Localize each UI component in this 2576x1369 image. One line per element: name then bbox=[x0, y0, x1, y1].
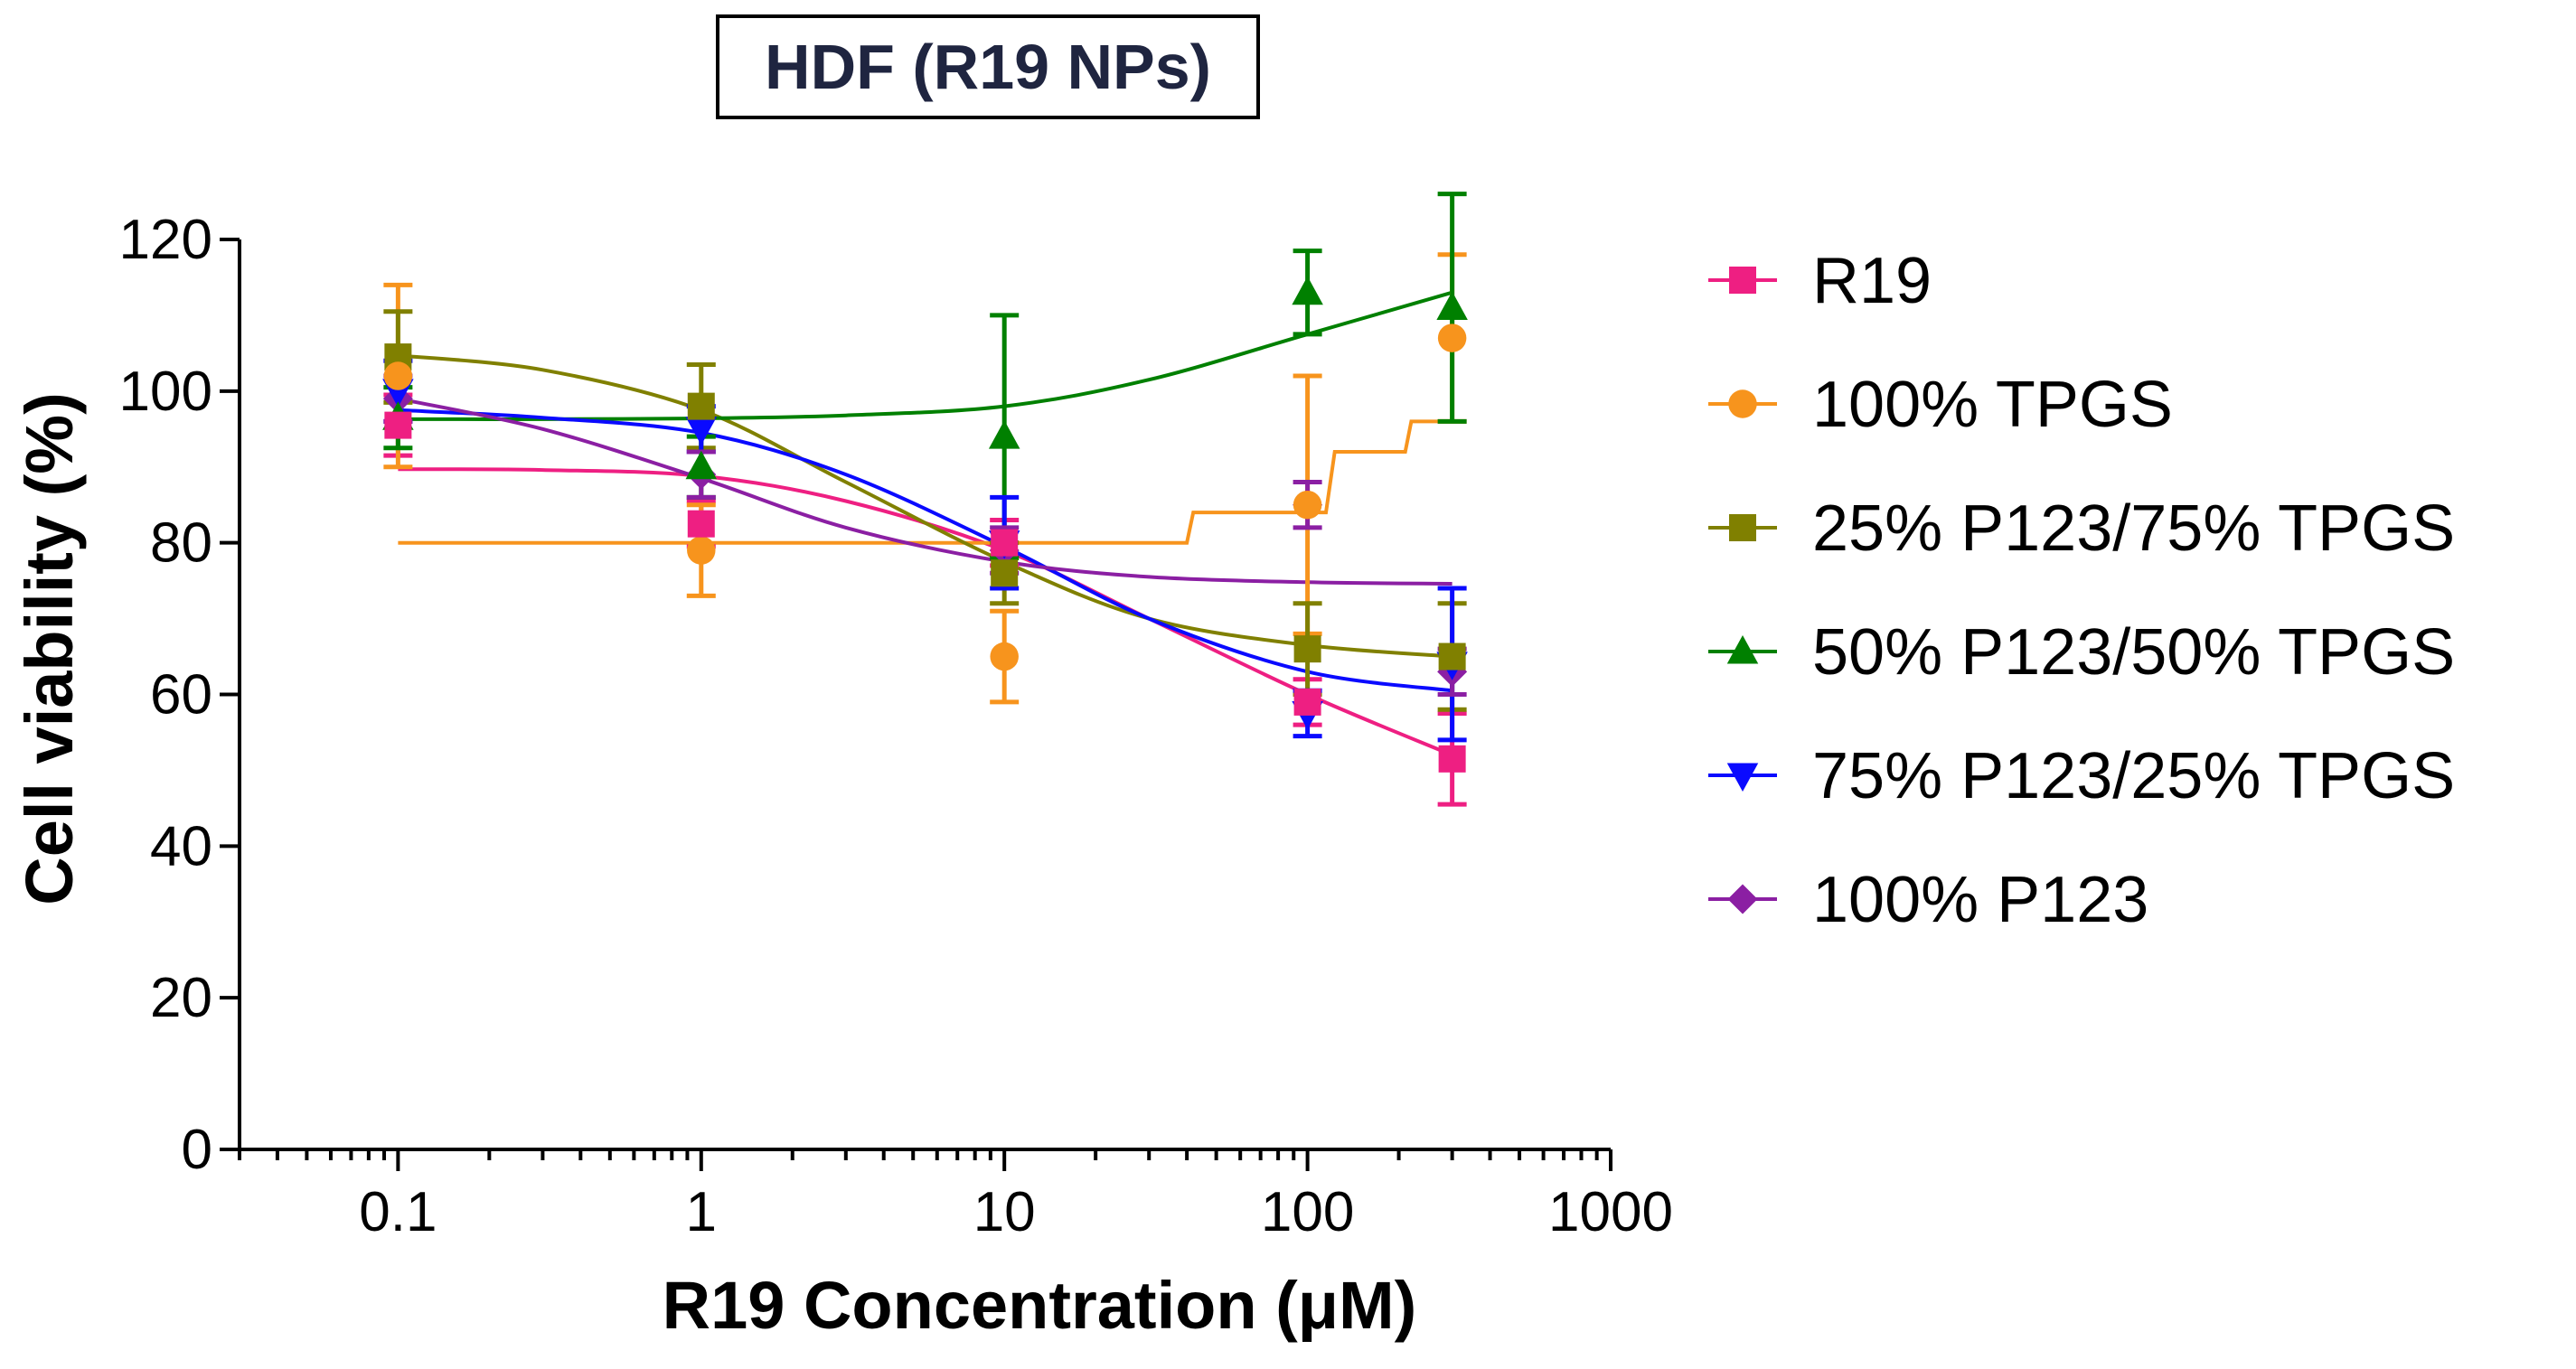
legend-marker bbox=[1727, 884, 1758, 914]
data-point bbox=[990, 642, 1019, 671]
y-tick-label: 60 bbox=[150, 664, 212, 727]
y-axis-title: Cell viability (%) bbox=[12, 392, 87, 905]
fit-curves bbox=[397, 290, 1453, 757]
chart-title-box: HDF (R19 NPs) bbox=[716, 14, 1260, 119]
data-point bbox=[1293, 490, 1322, 520]
data-point bbox=[991, 559, 1019, 587]
data-point bbox=[1437, 323, 1467, 352]
fit-curve bbox=[398, 408, 1453, 693]
y-tick-label: 40 bbox=[150, 815, 212, 877]
y-tick-label: 20 bbox=[150, 967, 212, 1029]
legend-label: 100% TPGS bbox=[1812, 369, 2173, 441]
legend-label: R19 bbox=[1812, 245, 1932, 317]
data-point bbox=[988, 420, 1020, 449]
x-tick-label: 10 bbox=[973, 1181, 1036, 1243]
x-tick-label: 0.1 bbox=[359, 1181, 437, 1243]
data-point bbox=[1438, 642, 1466, 670]
legend-entry: 100% P123 bbox=[1708, 864, 2148, 936]
legend-entry: 75% P123/25% TPGS bbox=[1708, 740, 2455, 812]
data-point bbox=[1293, 635, 1321, 663]
chart-title-frame bbox=[716, 14, 1260, 119]
legend-label: 75% P123/25% TPGS bbox=[1812, 740, 2455, 812]
y-tick-label: 100 bbox=[119, 361, 212, 423]
legend-entry: 50% P123/50% TPGS bbox=[1708, 616, 2455, 689]
data-point bbox=[1293, 688, 1321, 716]
data-point bbox=[687, 536, 716, 565]
y-tick-label: 0 bbox=[182, 1119, 212, 1181]
data-point bbox=[383, 361, 413, 390]
fit-curve bbox=[398, 419, 1453, 545]
fit-curve bbox=[398, 467, 1453, 757]
data-point bbox=[1438, 745, 1466, 773]
legend-marker bbox=[1726, 635, 1759, 664]
legend-marker bbox=[1729, 267, 1756, 294]
x-tick-label: 100 bbox=[1261, 1181, 1354, 1243]
fit-curve bbox=[398, 353, 1453, 659]
data-points bbox=[382, 276, 1468, 773]
data-point bbox=[1436, 291, 1468, 321]
data-point bbox=[685, 417, 718, 445]
fit-curve bbox=[398, 290, 1453, 421]
data-point bbox=[687, 510, 715, 538]
fit-curve bbox=[397, 397, 1453, 586]
x-axis-title: R19 Concentration (μM) bbox=[663, 1268, 1417, 1343]
x-tick-label: 1000 bbox=[1548, 1181, 1673, 1243]
data-point bbox=[687, 392, 715, 420]
chart-title: HDF (R19 NPs) bbox=[765, 32, 1211, 102]
legend-marker bbox=[1728, 389, 1757, 418]
legend-entry: R19 bbox=[1708, 245, 1932, 317]
legend-label: 100% P123 bbox=[1812, 864, 2148, 936]
data-point bbox=[685, 450, 718, 480]
data-point bbox=[384, 411, 412, 439]
data-point bbox=[1292, 276, 1323, 305]
legend: R19 100% TPGS 25% P123/75% TPGS 50% P123/50… bbox=[1708, 245, 2455, 936]
legend-entry: 100% TPGS bbox=[1708, 369, 2173, 441]
legend-marker bbox=[1729, 514, 1756, 541]
legend-entry: 25% P123/75% TPGS bbox=[1708, 492, 2455, 565]
data-point bbox=[991, 529, 1019, 557]
x-tick-label: 1 bbox=[686, 1181, 717, 1243]
y-tick-label: 120 bbox=[119, 209, 212, 271]
y-tick-label: 80 bbox=[150, 512, 212, 575]
legend-label: 50% P123/50% TPGS bbox=[1812, 616, 2455, 689]
legend-marker bbox=[1726, 763, 1759, 792]
axes: 0 20 40 60 80 100 120 0.1 1 10 100 1000 bbox=[119, 209, 1673, 1243]
legend-label: 25% P123/75% TPGS bbox=[1812, 492, 2455, 565]
